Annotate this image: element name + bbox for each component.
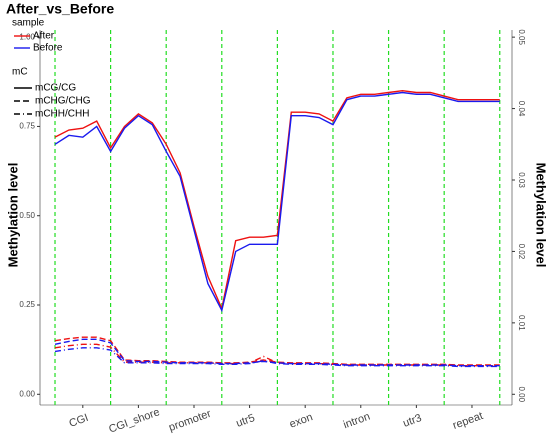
- x-tick-label: exon: [288, 411, 315, 430]
- x-tick-label: intron: [342, 411, 372, 432]
- legend-label: After: [33, 31, 55, 42]
- y-tick-label: 1.00: [19, 32, 35, 41]
- series-line: [54, 91, 500, 313]
- x-tick-label: CGI: [68, 412, 90, 430]
- legend-label: mCG/CG: [35, 83, 76, 94]
- x-tick-label: promoter: [167, 408, 213, 434]
- y-tick-label: 0.25: [19, 300, 35, 309]
- x-tick-label: repeat: [451, 410, 484, 432]
- y-tick-label: 0.75: [19, 122, 35, 131]
- series-line: [54, 90, 500, 311]
- y2-tick-label: 0.03: [517, 172, 526, 188]
- legend-label: Before: [33, 43, 63, 54]
- series-line: [54, 336, 500, 366]
- y2-tick-label: 0.05: [517, 29, 526, 45]
- legend-title: mC: [12, 67, 28, 78]
- series-line: [54, 347, 500, 368]
- y2-tick-label: 0.00: [517, 386, 526, 402]
- legend-label: mCHG/CHG: [35, 96, 91, 107]
- chart-title: After_vs_Before: [6, 1, 114, 17]
- legend-label: mCHH/CHH: [35, 109, 89, 120]
- x-tick-label: CGI_shore: [107, 406, 161, 435]
- legend-title: sample: [12, 18, 45, 29]
- series-line: [54, 338, 500, 367]
- y2-tick-label: 0.01: [517, 315, 526, 331]
- x-tick-label: utr3: [401, 412, 423, 430]
- y2-tick-label: 0.04: [517, 101, 526, 117]
- y-tick-label: 0.50: [19, 211, 35, 220]
- y2-axis-label: Methylation level: [534, 163, 549, 268]
- y-tick-label: 0.00: [19, 389, 35, 398]
- y-axis-label: Methylation level: [5, 163, 20, 268]
- x-tick-label: utr5: [235, 412, 257, 430]
- y2-tick-label: 0.02: [517, 244, 526, 260]
